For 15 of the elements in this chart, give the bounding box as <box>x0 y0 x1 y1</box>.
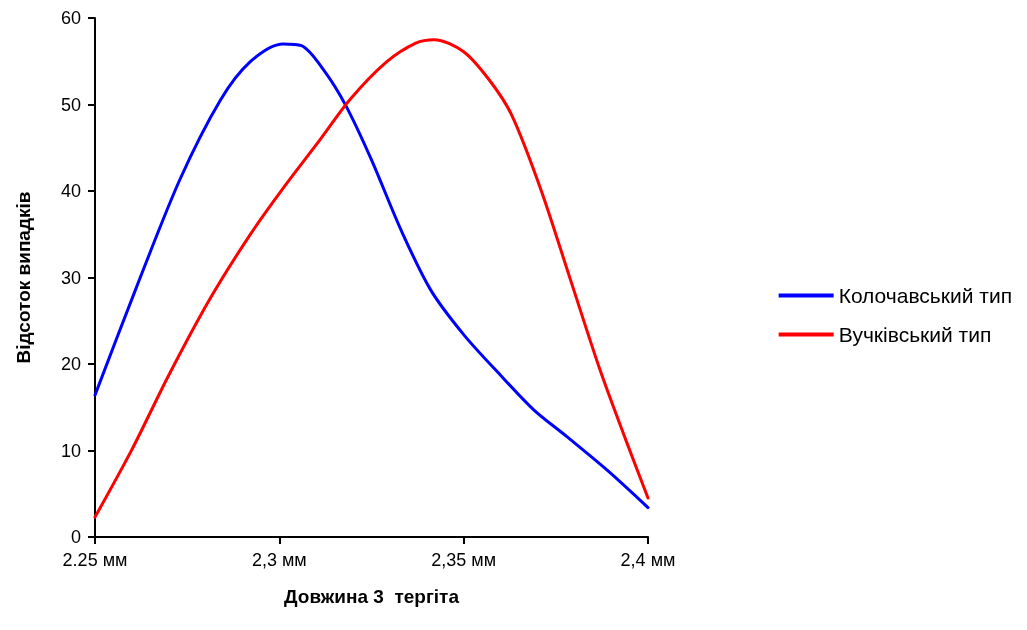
y-axis-title: Відсоток випадків <box>13 191 34 364</box>
y-tick-label: 20 <box>60 354 81 374</box>
x-tick-label: 2,4 мм <box>620 550 676 570</box>
y-tick-label: 10 <box>60 440 81 461</box>
y-tick-label: 30 <box>60 267 81 288</box>
x-tick-label: 2,35 мм <box>431 550 497 570</box>
x-tick-label: 2.25 мм <box>62 550 128 570</box>
x-axis-title: Довжина 3 тергіта <box>284 586 460 607</box>
y-tick-label: 40 <box>60 181 81 201</box>
x-tick-label: 2,3 мм <box>251 550 307 570</box>
y-tick-label: 60 <box>60 8 81 28</box>
legend-label: Вучківський тип <box>838 323 992 346</box>
legend-label: Колочавський тип <box>838 284 1012 307</box>
y-tick-label: 50 <box>60 94 81 115</box>
y-tick-label: 0 <box>70 527 81 547</box>
